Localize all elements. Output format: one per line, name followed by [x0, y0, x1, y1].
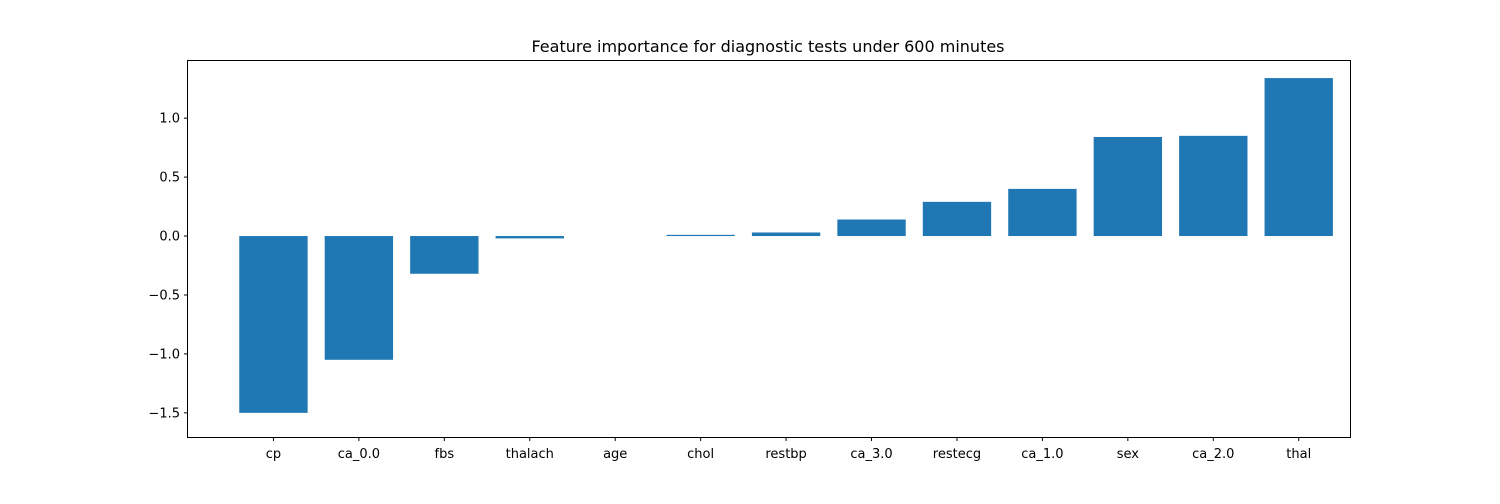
y-tick-label: 1.0 [159, 112, 180, 127]
bar-thal [1264, 78, 1333, 237]
y-tick-label: 0.5 [159, 171, 180, 186]
bar-restecg [922, 201, 992, 237]
bar-ca-3-0 [837, 219, 906, 237]
x-axis: cp ca_0.0 fbs thalach age chol restbp ca_3.0 res… [266, 437, 1311, 462]
bar-ca-1-0 [1008, 188, 1077, 237]
bar-ca-0-0 [324, 236, 394, 360]
y-tick-label: −1.0 [148, 347, 180, 362]
bar-ca-2-0 [1179, 135, 1248, 237]
x-tick-label-restecg: restecg [933, 447, 981, 462]
y-tick-label: −1.5 [148, 406, 180, 421]
x-tick-label-ca-1-0: ca_1.0 [1021, 447, 1063, 462]
y-tick-label: −0.5 [148, 288, 180, 303]
x-tick-label-thalach: thalach [506, 447, 554, 462]
plot-frame [187, 60, 1351, 438]
bar-fbs [410, 236, 479, 274]
x-tick-label-chol: chol [687, 447, 714, 462]
x-tick-label-sex: sex [1117, 447, 1140, 462]
x-tick-label-ca-0-0: ca_0.0 [338, 447, 380, 462]
bar-sex [1093, 137, 1163, 237]
y-axis: −1.5 −1.0 −0.5 0.0 0.5 1.0 [148, 112, 188, 421]
bar-thalach [495, 236, 564, 239]
x-tick-label-ca-3-0: ca_3.0 [850, 447, 892, 462]
x-tick-label-fbs: fbs [435, 447, 455, 462]
x-tick-label-restbp: restbp [765, 447, 806, 462]
x-tick-label-ca-2-0: ca_2.0 [1192, 447, 1234, 462]
x-tick-label-thal: thal [1286, 447, 1311, 462]
x-tick-label-age: age [603, 447, 627, 462]
bar-chol [666, 234, 735, 237]
bar-cp [239, 236, 308, 413]
chart-title: Feature importance for diagnostic tests … [531, 37, 1004, 56]
x-tick-label-cp: cp [266, 447, 281, 462]
bar-restbp [751, 232, 821, 237]
y-tick-label: 0.0 [159, 230, 180, 245]
bars-group [239, 78, 1333, 413]
